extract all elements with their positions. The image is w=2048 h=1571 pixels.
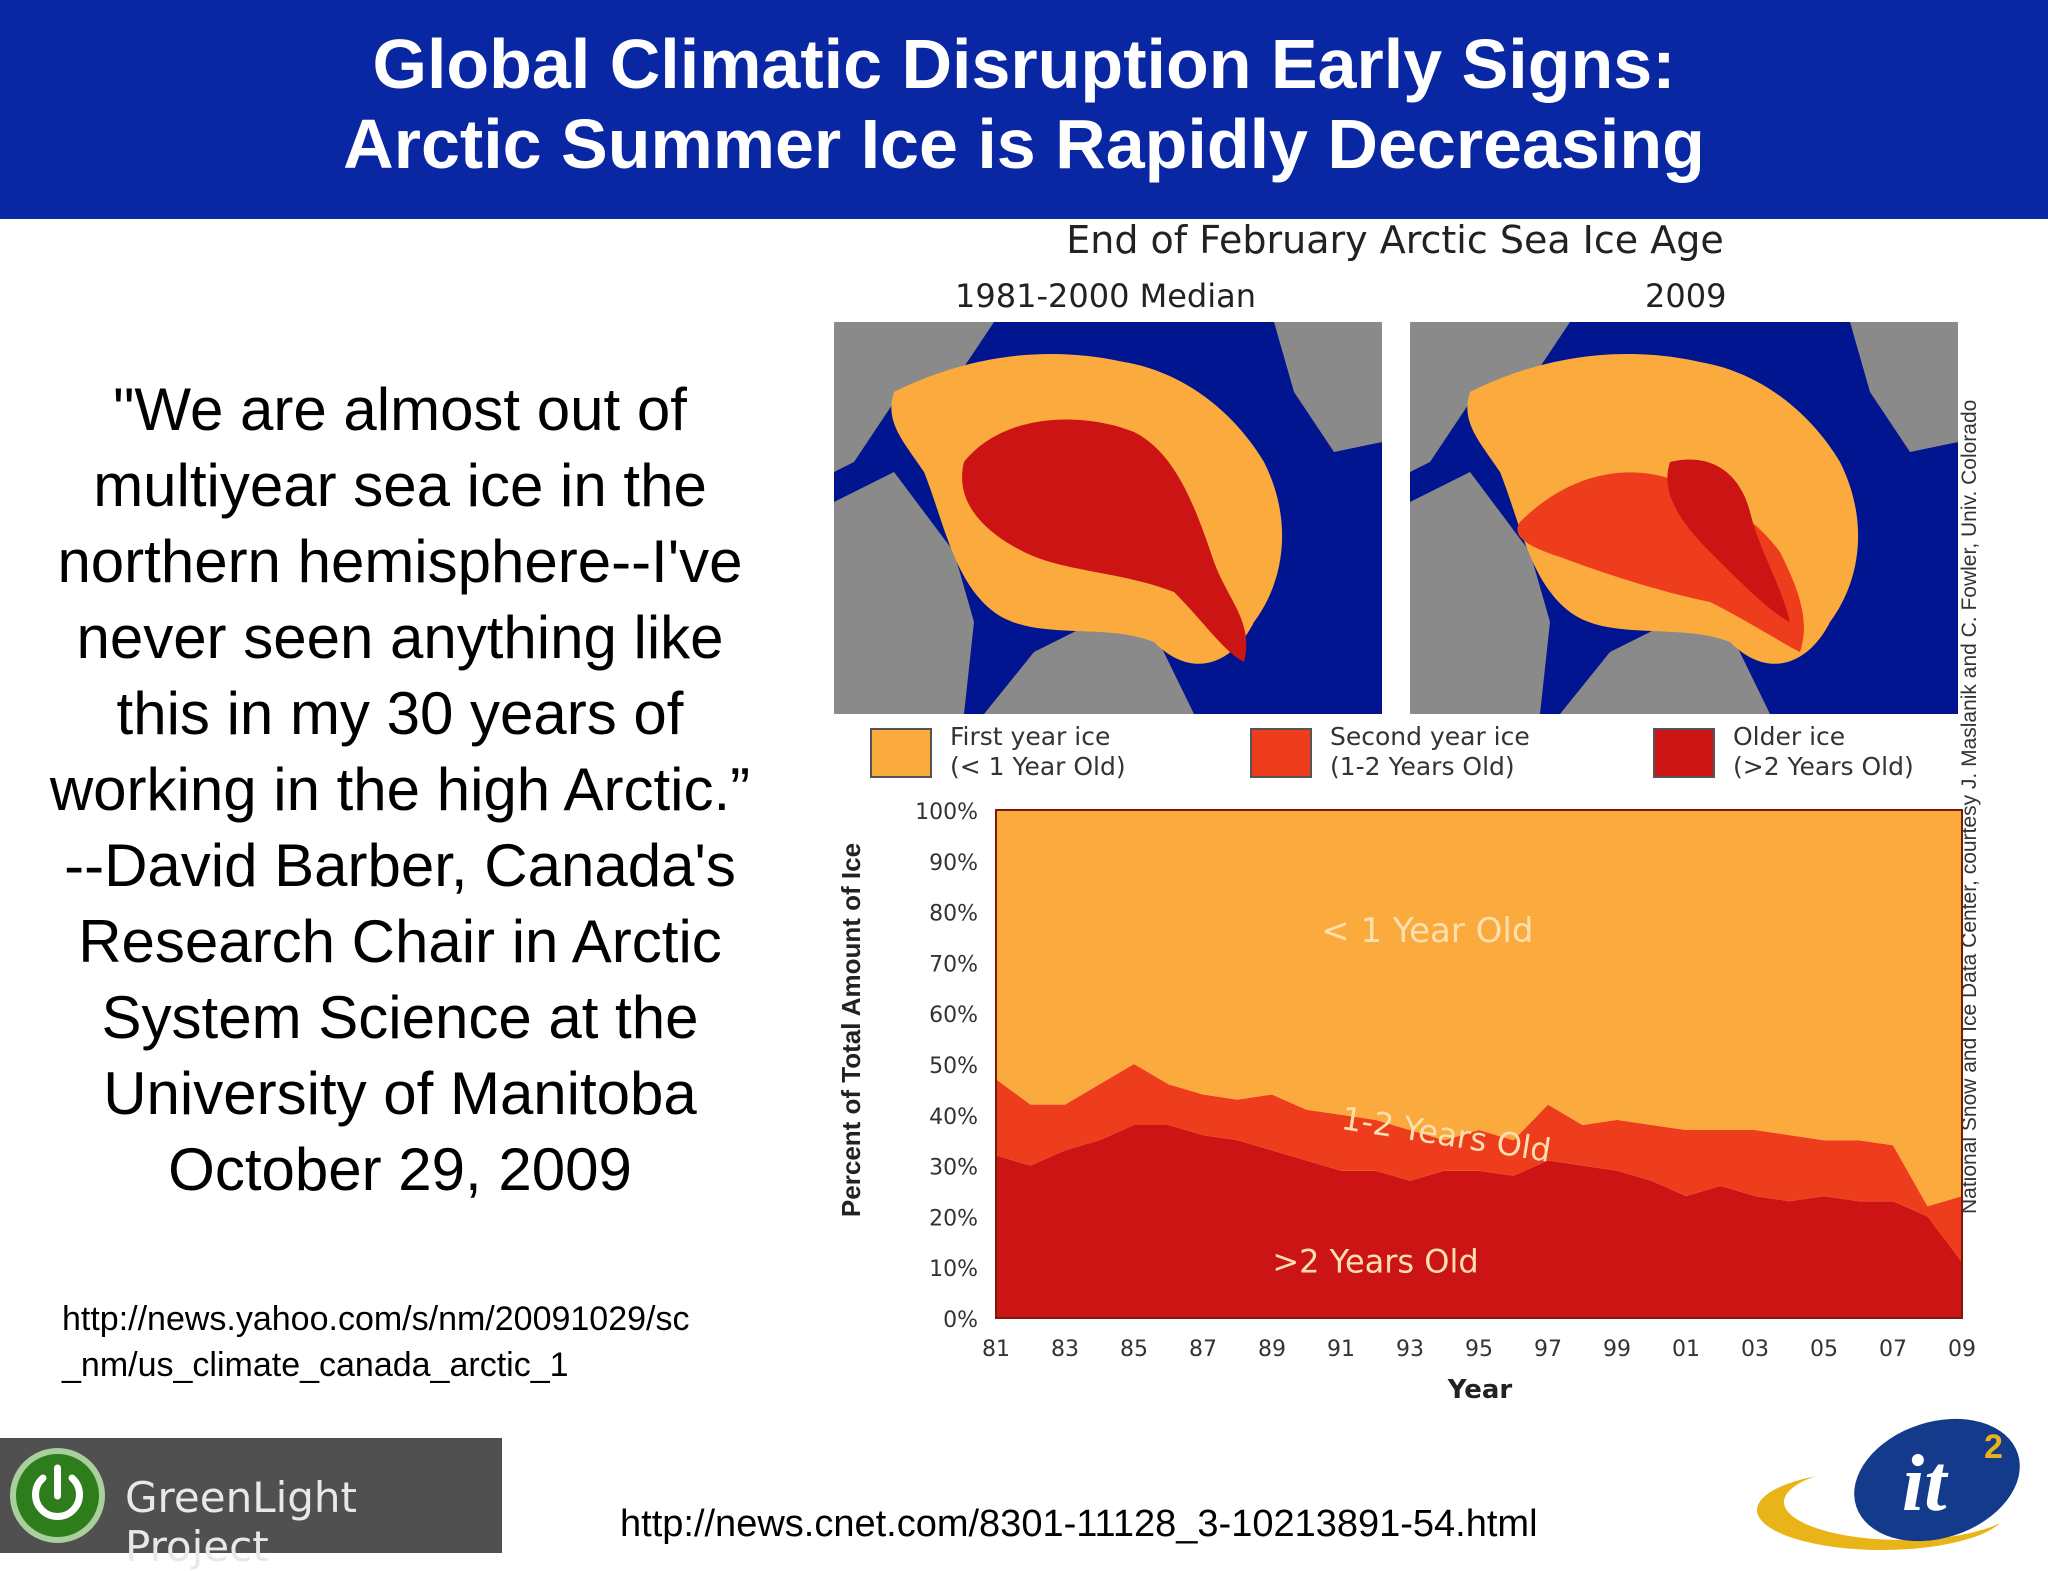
x-axis-ticks: 81 83 85 87 89 91 93 95 97 99 01 03 05 07 09 <box>982 1337 1976 1362</box>
x-tick-label: 05 <box>1810 1337 1838 1362</box>
map-2009 <box>1410 322 1958 714</box>
map-right-label: 2009 <box>1645 277 1727 315</box>
legend-swatch <box>870 728 932 778</box>
area-series-0 <box>996 1125 1962 1318</box>
area-series-1 <box>996 1064 1962 1263</box>
quote-block: "We are almost out of multiyear sea ice … <box>20 372 780 1208</box>
x-tick-label: 03 <box>1741 1337 1769 1362</box>
y-tick-label: 20% <box>929 1206 978 1231</box>
quote-line: Research Chair in Arctic <box>78 908 722 975</box>
legend-label: First year ice (< 1 Year Old) <box>950 722 1126 781</box>
area-series-2 <box>996 810 1962 1207</box>
ice-age-area-chart: 0% 10% 20% 30% 40% 50% 60% 70% 80% 90% 100% 81 83 85… <box>836 800 1976 1405</box>
x-tick-label: 97 <box>1534 1337 1562 1362</box>
x-tick-label: 85 <box>1120 1337 1148 1362</box>
x-tick-label: 07 <box>1879 1337 1907 1362</box>
it2-logo-text: it <box>1902 1440 1949 1528</box>
source-link-line-2[interactable]: _nm/us_climate_canada_arctic_1 <box>62 1346 569 1384</box>
chart-areas <box>995 809 1963 1319</box>
quote-line: University of Manitoba <box>103 1060 697 1127</box>
legend-swatch <box>1250 728 1312 778</box>
x-tick-label: 93 <box>1396 1337 1424 1362</box>
legend-label: Older ice (>2 Years Old) <box>1733 722 1914 781</box>
slide-title-line-1: Global Climatic Disruption Early Signs: <box>372 25 1676 103</box>
x-tick-label: 87 <box>1189 1337 1217 1362</box>
quote-line: northern hemisphere--I've <box>57 528 743 595</box>
source-link[interactable]: http://news.yahoo.com/s/nm/20091029/sc _… <box>62 1296 689 1388</box>
x-tick-label: 99 <box>1603 1337 1631 1362</box>
y-tick-label: 60% <box>929 1003 978 1028</box>
y-tick-label: 80% <box>929 902 978 927</box>
title-banner: Global Climatic Disruption Early Signs: … <box>0 0 2048 219</box>
legend-swatch <box>1653 728 1715 778</box>
greenlight-logo: GreenLight Project <box>0 1438 502 1571</box>
y-tick-label: 0% <box>943 1308 978 1333</box>
map-left-label: 1981-2000 Median <box>955 277 1256 315</box>
quote-line: "We are almost out of <box>113 376 687 443</box>
x-axis-label: Year <box>1447 1375 1513 1405</box>
chart-annotation-0: < 1 Year Old <box>1321 911 1533 951</box>
quote-line: working in the high Arctic.” <box>49 756 751 823</box>
x-tick-label: 95 <box>1465 1337 1493 1362</box>
quote-line: this in my 30 years of <box>116 680 684 747</box>
y-tick-label: 50% <box>929 1054 978 1079</box>
y-tick-label: 10% <box>929 1257 978 1282</box>
x-tick-label: 01 <box>1672 1337 1700 1362</box>
map-1981-2000-median <box>834 322 1382 714</box>
x-tick-label: 81 <box>982 1337 1010 1362</box>
plot-frame <box>995 809 1963 1319</box>
quote-line: --David Barber, Canada's <box>64 832 736 899</box>
y-tick-label: 30% <box>929 1156 978 1181</box>
x-tick-label: 09 <box>1948 1337 1976 1362</box>
x-tick-label: 91 <box>1327 1337 1355 1362</box>
quote-line: never seen anything like <box>76 604 724 671</box>
quote-line: System Science at the <box>101 984 699 1051</box>
x-tick-label: 89 <box>1258 1337 1286 1362</box>
source-link-line-1[interactable]: http://news.yahoo.com/s/nm/20091029/sc <box>62 1300 690 1338</box>
y-tick-label: 100% <box>915 800 978 825</box>
x-tick-label: 83 <box>1051 1337 1079 1362</box>
greenlight-label: GreenLight Project <box>125 1473 358 1571</box>
y-axis-label: Percent of Total Amount of Ice <box>836 843 866 1217</box>
it2-logo: it 2 <box>1757 1418 2020 1550</box>
y-tick-label: 70% <box>929 952 978 977</box>
figure-title: End of February Arctic Sea Ice Age <box>1066 218 1724 262</box>
y-axis-ticks: 0% 10% 20% 30% 40% 50% 60% 70% 80% 90% 100% <box>915 800 978 1333</box>
legend-label: Second year ice (1-2 Years Old) <box>1330 722 1530 781</box>
it2-logo-sup: 2 <box>1984 1428 2003 1466</box>
power-icon <box>10 1448 105 1543</box>
chart-annotation-2: >2 Years Old <box>1272 1242 1478 1280</box>
y-tick-label: 40% <box>929 1105 978 1130</box>
slide-title-line-2: Arctic Summer Ice is Rapidly Decreasing <box>343 105 1705 183</box>
footer-link[interactable]: http://news.cnet.com/8301-11128_3-102138… <box>620 1503 1538 1545</box>
quote-line: October 29, 2009 <box>168 1136 632 1203</box>
y-tick-label: 90% <box>929 851 978 876</box>
quote-line: multiyear sea ice in the <box>93 452 707 519</box>
